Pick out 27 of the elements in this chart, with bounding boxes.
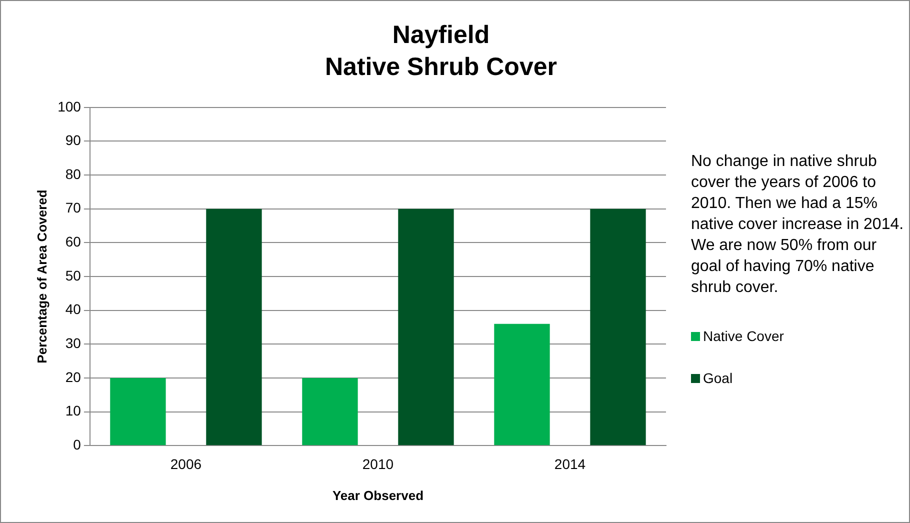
x-tick-label: 2010: [362, 456, 394, 472]
bar: [590, 208, 646, 446]
x-tick-label: 2014: [554, 456, 586, 472]
text: No change in native shrub cover the years of 2006 to 2010. Then we had a 15% native cover increase in 2014. We are now 50% from our goal of having 70% native shrub cover.: [691, 152, 905, 298]
bar: [206, 208, 262, 446]
y-tick-label: 70: [65, 200, 82, 216]
y-tick-label: 60: [65, 234, 82, 250]
legend-label: Native Cover: [703, 328, 784, 344]
y-tick-label: 20: [65, 368, 82, 385]
y-tick-label: 30: [65, 335, 82, 351]
y-tick-label: 100: [58, 98, 82, 114]
y-tick-label: 0: [73, 436, 82, 452]
legend-label: Goal: [703, 370, 733, 386]
y-tick-label: 90: [65, 132, 82, 148]
y-tick-label: 50: [65, 267, 82, 284]
x-tick-label: 2006: [170, 456, 202, 472]
y-tick-label: 10: [65, 402, 82, 419]
x-axis-title: Year Observed: [332, 488, 424, 503]
bar: [398, 208, 454, 446]
y-tick-label: 40: [65, 301, 82, 318]
y-axis-title: Percentage of Area Covered: [34, 190, 50, 364]
chart-title: Nayfield: [391, 20, 491, 51]
bar: [494, 324, 550, 446]
bar: [302, 378, 358, 446]
bar: [110, 378, 166, 446]
chart-subtitle: Native Shrub Cover: [324, 52, 558, 83]
y-tick-label: 80: [65, 166, 82, 182]
